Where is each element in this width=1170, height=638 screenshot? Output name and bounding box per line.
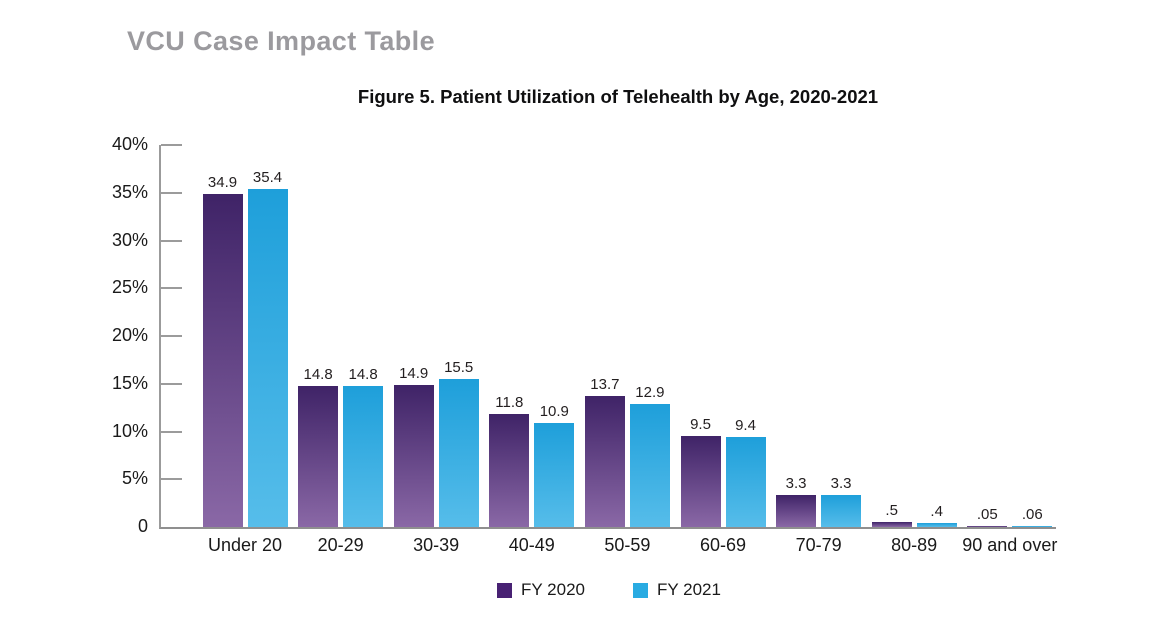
y-axis-label: 20% — [111, 325, 148, 345]
bar-value-label: 10.9 — [539, 403, 569, 420]
x-axis-label: 60-69 — [699, 535, 747, 555]
bar-fy-2020-90-and-over — [967, 526, 1008, 527]
bar-fy-2020-40-49 — [489, 414, 530, 527]
bar-value-label: 14.9 — [399, 365, 429, 382]
y-axis-label: 30% — [111, 229, 148, 250]
bar-fy-2020-under-20 — [202, 194, 243, 527]
bar-fy-2020-50-59 — [584, 396, 625, 527]
x-axis-label: 30-39 — [413, 535, 460, 555]
bar-fy-2020-20-29 — [298, 386, 339, 527]
bar-value-label: 3.3 — [830, 475, 852, 492]
bar-fy-2020-70-79 — [776, 495, 817, 527]
y-tick-mark — [161, 144, 182, 146]
y-axis-label: 10% — [111, 420, 148, 441]
bar-value-label: 35.4 — [252, 169, 283, 186]
bar-fy-2020-80-89 — [871, 522, 912, 527]
x-axis-label: 50-59 — [604, 535, 651, 555]
bar-value-label: 14.8 — [348, 366, 378, 383]
legend-item-fy-2021: FY 2021 — [633, 580, 721, 600]
bar-fy-2021-50-59 — [629, 404, 670, 527]
legend-swatch-fy-2021 — [633, 582, 648, 598]
legend-label: FY 2021 — [657, 580, 721, 599]
x-axis-label: 80-89 — [891, 535, 938, 555]
bar-value-label: 13.7 — [590, 376, 620, 393]
y-tick-mark — [161, 430, 182, 433]
y-axis-label: 0 — [137, 516, 148, 536]
bar-value-label: 12.9 — [635, 384, 665, 401]
bar-value-label: 3.3 — [785, 475, 807, 492]
bar-value-label: 11.8 — [495, 394, 524, 411]
y-tick-mark — [161, 335, 182, 337]
y-axis-label: 35% — [111, 181, 148, 202]
y-axis-label: 15% — [111, 372, 148, 393]
y-tick-mark — [161, 382, 182, 385]
chart-title-prefix: Figure 5. — [357, 86, 435, 107]
bar-value-label: .4 — [930, 503, 943, 520]
x-axis-label: 70-79 — [795, 535, 842, 555]
bar-value-label: .05 — [976, 506, 998, 523]
y-axis-label: 40% — [111, 134, 148, 154]
y-tick-mark — [161, 478, 182, 481]
bar-fy-2021-40-49 — [534, 423, 575, 527]
legend-swatch-fy-2020 — [497, 582, 513, 598]
bar-value-label: 9.5 — [690, 416, 711, 433]
bar-fy-2021-70-79 — [821, 495, 862, 527]
x-axis-label: Under 20 — [207, 535, 283, 555]
x-axis-label: 90 and over — [962, 535, 1058, 555]
page-title: VCU Case Impact Table — [127, 26, 435, 56]
legend-label: FY 2020 — [521, 580, 585, 599]
bar-fy-2021-20-29 — [343, 386, 384, 527]
bar-fy-2021-60-69 — [725, 437, 766, 527]
bar-value-label: 34.9 — [207, 174, 238, 191]
legend: FY 2020 FY 2021 — [24, 580, 1170, 600]
bar-fy-2021-30-39 — [438, 379, 479, 527]
y-axis-label: 25% — [111, 277, 148, 298]
bar-value-label: 9.4 — [735, 417, 756, 434]
bar-fy-2021-80-89 — [916, 523, 957, 527]
x-axis-label: 40-49 — [508, 535, 555, 555]
bar-fy-2020-30-39 — [393, 385, 434, 527]
x-axis-label: 20-29 — [317, 535, 364, 555]
y-axis-label: 5% — [121, 468, 148, 489]
y-tick-mark — [161, 191, 182, 194]
bar-value-label: .5 — [885, 502, 898, 519]
plot-area: 40% 35% 30% 25% 20% 15% 10% 5% 0 34.9 35.4 Under 20… — [112, 134, 1057, 555]
y-tick-mark — [161, 239, 182, 242]
y-tick-mark — [161, 287, 182, 290]
chart-title-text: Patient Utilization of Telehealth by Age… — [435, 86, 879, 107]
bar-fy-2021-under-20 — [247, 189, 288, 527]
bar-value-label: .06 — [1021, 506, 1043, 523]
legend-item-fy-2020: FY 2020 — [497, 580, 585, 600]
chart-title: Figure 5. Patient Utilization of Telehea… — [160, 86, 1076, 108]
bar-value-label: 15.5 — [444, 359, 474, 376]
bar-fy-2020-60-69 — [680, 436, 721, 527]
bar-fy-2021-90-and-over — [1012, 526, 1053, 527]
bar-value-label: 14.8 — [303, 366, 333, 383]
